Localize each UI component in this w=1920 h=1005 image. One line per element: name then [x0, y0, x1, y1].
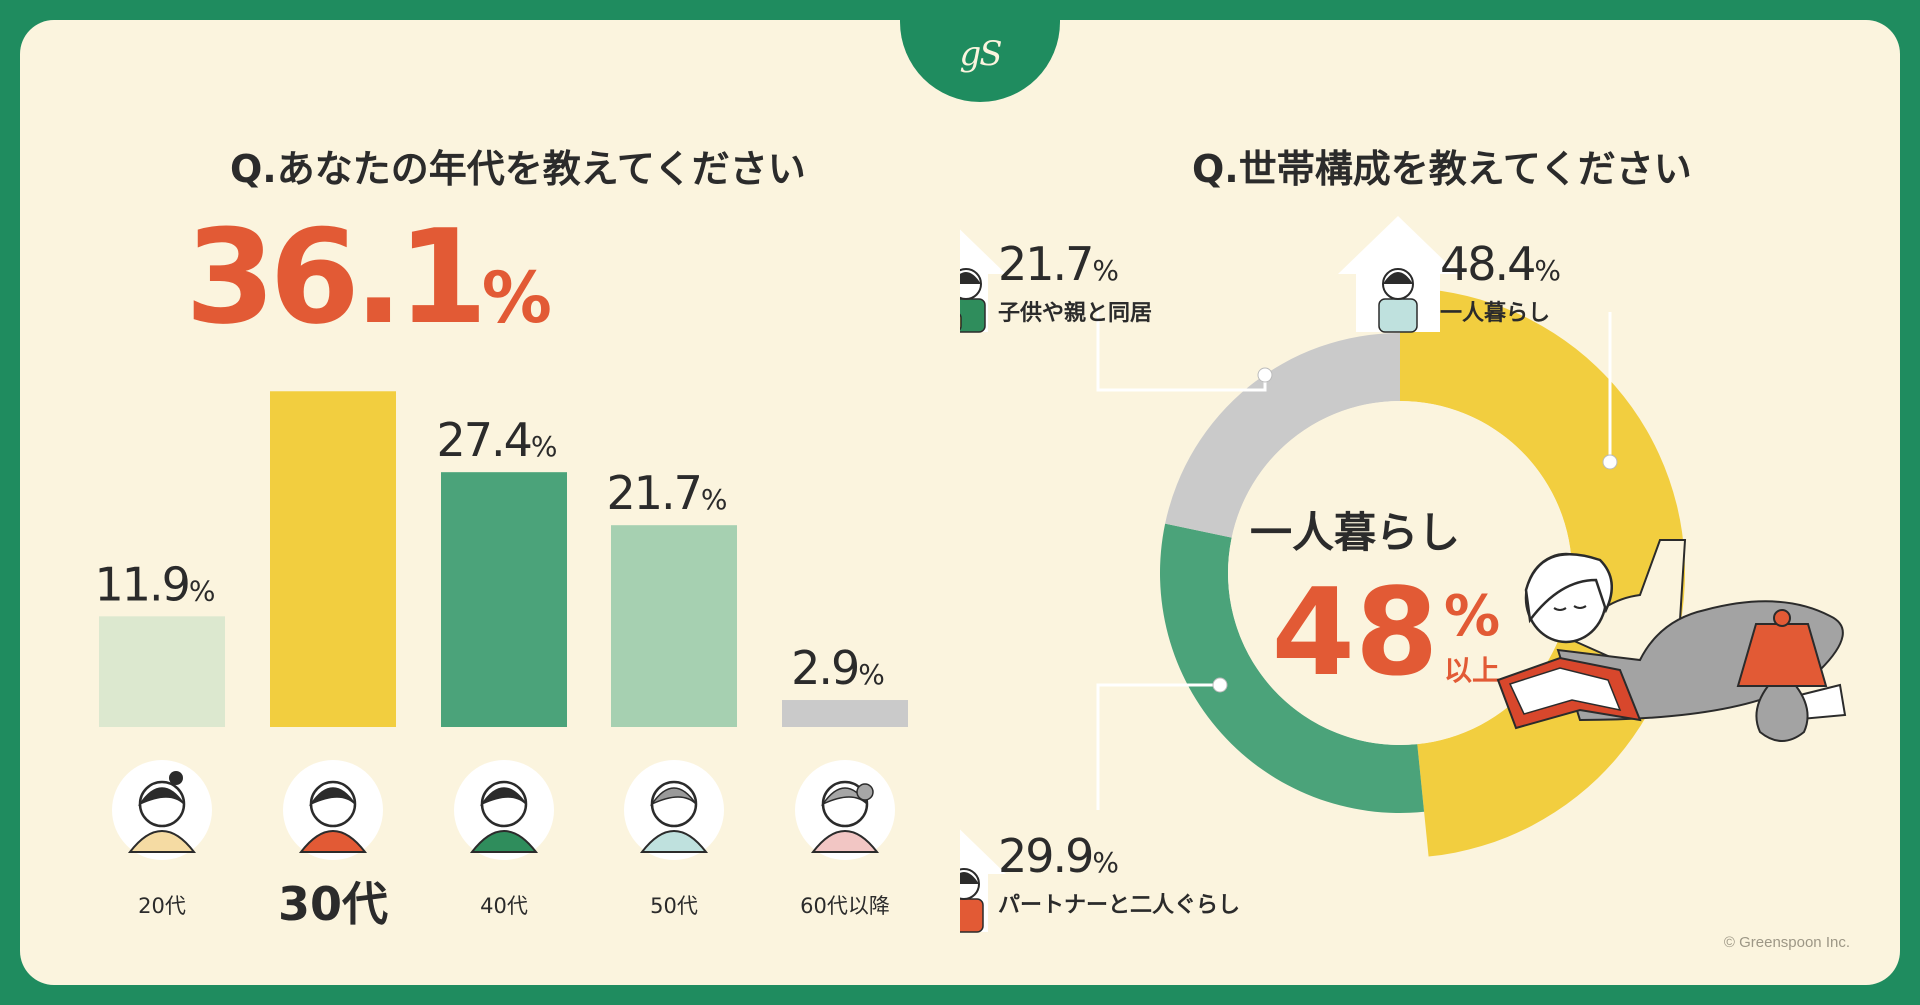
value-label-50代: 21.7%	[606, 466, 726, 520]
category-label-40代: 40代	[480, 894, 528, 918]
slice-value-パートナーと二人ぐらし: 29.9%	[998, 829, 1118, 883]
bar-30代	[270, 391, 396, 727]
donut-hole	[1228, 401, 1572, 745]
woman-reading-book-icon	[1496, 539, 1847, 742]
slice-label-子供や親と同居: 子供や親と同居	[998, 300, 1152, 326]
person-30s-icon	[283, 760, 383, 860]
donut-slice-パートナーと二人ぐらし	[1160, 523, 1425, 814]
person-50s-icon	[624, 760, 724, 860]
center-label: 一人暮らし	[1250, 508, 1460, 557]
value-label-40代: 27.4%	[436, 413, 556, 467]
household-donut-chart: 一人暮らし 48 % 以上 48.4% 一人暮らし 29.9% パートナーと二人ぐらし 21.7…	[960, 216, 1847, 933]
value-label-20代: 11.9%	[94, 557, 214, 611]
household-question-title: Q.世帯構成を教えてください	[1192, 147, 1692, 191]
category-label-20代: 20代	[138, 894, 186, 918]
slice-value-一人暮らし: 48.4%	[1440, 237, 1560, 291]
leader-line-パートナーと二人ぐらし	[1096, 683, 1220, 810]
donut-slice-子供や親と同居	[1165, 333, 1400, 538]
bar-60代以降	[782, 700, 908, 727]
person-20s-icon	[112, 760, 212, 860]
slice-label-一人暮らし: 一人暮らし	[1440, 301, 1550, 326]
leader-dot-子供や親と同居	[1257, 367, 1273, 383]
category-label-50代: 50代	[650, 894, 698, 918]
leader-dot-一人暮らし	[1602, 454, 1618, 470]
category-label-60代以降: 60代以降	[800, 894, 890, 918]
person-60s-icon	[795, 760, 895, 860]
slice-value-子供や親と同居: 21.7%	[998, 237, 1118, 291]
family-house-icon	[960, 229, 1006, 333]
copyright-credit: © Greenspoon Inc.	[1723, 934, 1850, 951]
center-value: 48	[1272, 564, 1439, 703]
person-40s-icon	[454, 760, 554, 860]
value-label-30代: 36.1%	[185, 201, 550, 353]
infographic-card: gS Q.あなたの年代を教えてください Q.世帯構成を教えてください 11.9%…	[20, 20, 1900, 985]
leader-dot-パートナーと二人ぐらし	[1212, 677, 1228, 693]
age-question-title: Q.あなたの年代を教えてください	[230, 147, 806, 191]
center-unit: %	[1444, 584, 1500, 649]
bar-20代	[99, 616, 225, 727]
center-suffix: 以上	[1444, 654, 1500, 687]
value-label-60代以降: 2.9%	[791, 641, 884, 695]
bar-50代	[611, 525, 737, 727]
slice-label-パートナーと二人ぐらし: パートナーと二人ぐらし	[998, 893, 1240, 918]
single-person-house-icon	[1338, 216, 1458, 333]
couple-house-icon	[960, 829, 1006, 933]
logo-icon: gS	[959, 34, 1002, 74]
category-label-30代: 30代	[278, 877, 388, 931]
age-bar-chart: 11.9% 20代 36.1% 30代 27.4% 40代 21.7% 50代 2.9% 60代以…	[94, 201, 908, 931]
bar-40代	[441, 472, 567, 727]
